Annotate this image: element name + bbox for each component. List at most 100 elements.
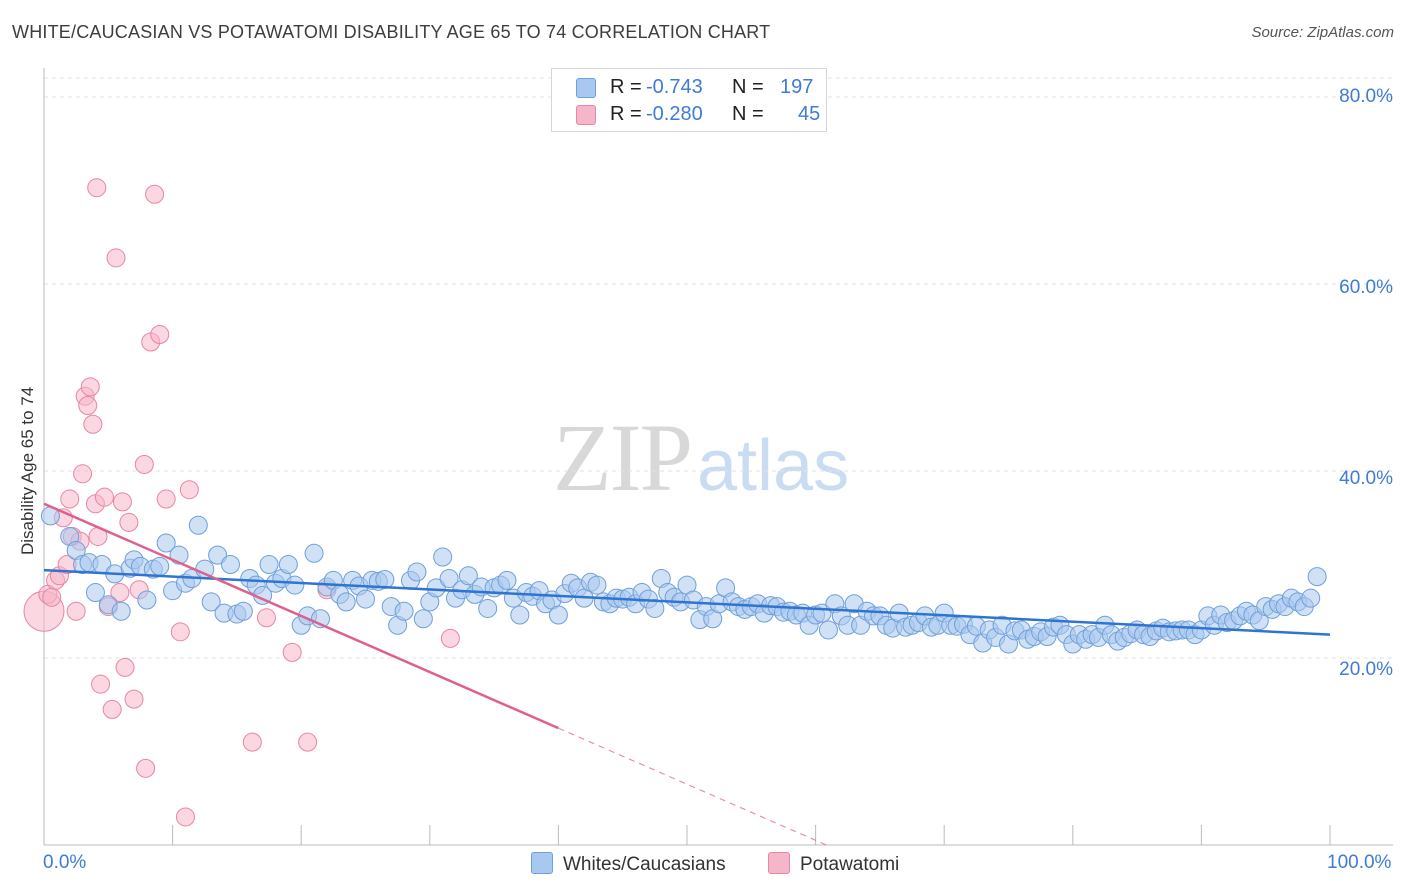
- y-tick-label: 60.0%: [1339, 277, 1393, 298]
- whites-point: [1307, 567, 1327, 587]
- n-value: 45: [798, 103, 821, 125]
- potawatomi-point: [83, 414, 103, 434]
- whites-point: [510, 605, 530, 625]
- whites-point: [304, 543, 324, 563]
- whites-point: [433, 547, 453, 567]
- pink-swatch: [576, 105, 596, 125]
- potawatomi-point: [102, 699, 122, 719]
- potawatomi-point: [175, 807, 195, 827]
- potawatomi-points: [23, 178, 460, 827]
- potawatomi-point: [134, 454, 154, 474]
- whites-point: [208, 545, 228, 565]
- whites-point: [336, 592, 356, 612]
- whites-point: [356, 589, 375, 609]
- potawatomi-point: [60, 489, 80, 509]
- chart-title: WHITE/CAUCASIAN VS POTAWATOMI DISABILITY…: [12, 22, 771, 42]
- legend-label: Whites/Caucasians: [563, 854, 726, 875]
- whites-point: [426, 578, 446, 598]
- whites-point: [407, 562, 427, 582]
- whites-point: [394, 601, 414, 621]
- whites-point: [439, 569, 459, 589]
- n-label: N =: [732, 103, 764, 125]
- n-value: 197: [780, 76, 814, 98]
- potawatomi-point: [110, 583, 130, 603]
- y-tick-label: 80.0%: [1339, 86, 1393, 107]
- potawatomi-trend-extension: [558, 727, 827, 846]
- whites-point: [233, 601, 253, 621]
- whites-point: [478, 598, 498, 618]
- potawatomi-point: [124, 689, 144, 709]
- potawatomi-point: [242, 732, 262, 752]
- whites-point: [259, 555, 279, 574]
- potawatomi-point: [66, 601, 86, 621]
- potawatomi-point: [145, 184, 165, 204]
- watermark-atlas: atlas: [697, 426, 850, 506]
- legend-item-potawatomi: Potawatomi: [768, 852, 899, 876]
- n-label: N =: [732, 76, 764, 98]
- whites-point: [220, 555, 240, 574]
- whites-point: [818, 620, 838, 640]
- potawatomi-point: [440, 628, 460, 648]
- potawatomi-point: [87, 178, 107, 198]
- whites-point: [150, 556, 170, 576]
- watermark: ZIPatlas: [553, 402, 849, 513]
- potawatomi-point: [115, 657, 135, 677]
- watermark-zip: ZIP: [553, 404, 693, 511]
- whites-points: [40, 506, 1327, 654]
- whites-trend-line: [43, 568, 1331, 636]
- whites-point: [278, 555, 298, 574]
- potawatomi-point: [256, 608, 276, 628]
- whites-point: [285, 575, 305, 595]
- r-label: R =: [610, 76, 642, 98]
- potawatomi-point: [106, 248, 126, 268]
- stats-legend: R = -0.743 N = 197 R = -0.280 N = 45: [551, 68, 827, 132]
- potawatomi-point: [80, 377, 100, 397]
- whites-point: [548, 605, 568, 625]
- whites-point: [497, 570, 517, 590]
- potawatomi-point: [94, 487, 114, 507]
- potawatomi-point: [112, 492, 132, 512]
- whites-point: [413, 609, 433, 629]
- y-tick-label: 20.0%: [1339, 659, 1393, 680]
- whites-point: [137, 590, 157, 610]
- potawatomi-point: [150, 324, 170, 344]
- blue-swatch: [576, 78, 596, 98]
- legend-label: Potawatomi: [800, 854, 900, 875]
- source-label: Source: ZipAtlas.com: [1251, 24, 1394, 41]
- potawatomi-point: [179, 480, 199, 500]
- potawatomi-point: [298, 732, 318, 752]
- y-axis-label: Disability Age 65 to 74: [18, 386, 37, 555]
- trend-lines: [43, 502, 1331, 846]
- whites-point: [111, 601, 131, 621]
- potawatomi-point: [136, 758, 156, 778]
- r-label: R =: [610, 103, 642, 125]
- whites-point: [1301, 588, 1321, 608]
- potawatomi-point: [91, 674, 111, 694]
- axes: [43, 68, 1393, 846]
- potawatomi-point: [42, 587, 62, 607]
- r-value: -0.280: [646, 103, 703, 125]
- pink-swatch: [768, 852, 790, 874]
- potawatomi-point: [73, 464, 93, 484]
- y-tick-label: 40.0%: [1339, 468, 1393, 489]
- legend-item-whites: Whites/Caucasians: [531, 852, 726, 876]
- whites-point: [645, 598, 665, 618]
- x-tick-label: 100.0%: [1327, 852, 1392, 873]
- potawatomi-trend-line: [43, 502, 559, 730]
- potawatomi-point: [170, 622, 190, 642]
- whites-point: [156, 533, 176, 553]
- whites-point: [85, 583, 105, 603]
- whites-point: [458, 566, 478, 586]
- potawatomi-point: [156, 489, 176, 509]
- potawatomi-point: [282, 642, 302, 662]
- whites-point: [201, 592, 221, 612]
- whites-point: [587, 575, 607, 595]
- blue-swatch: [531, 852, 553, 874]
- r-value: -0.743: [646, 76, 703, 98]
- x-tick-label: 0.0%: [43, 852, 87, 873]
- whites-point: [188, 515, 208, 535]
- whites-point: [375, 569, 395, 589]
- potawatomi-point: [119, 512, 139, 532]
- potawatomi-point: [78, 396, 98, 416]
